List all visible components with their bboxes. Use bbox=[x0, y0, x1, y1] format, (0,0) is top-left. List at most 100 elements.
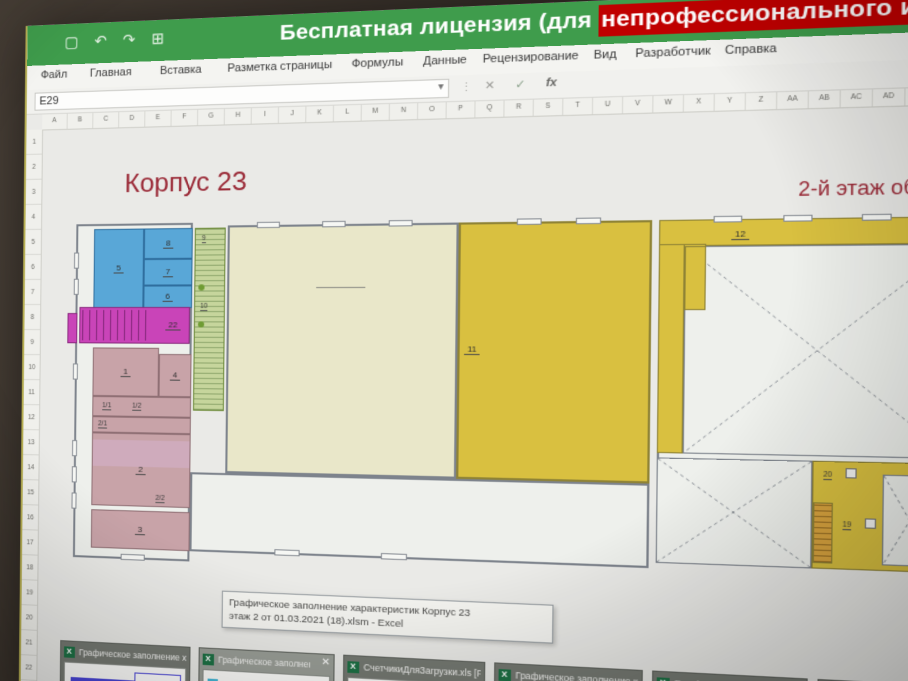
touch-mode-icon[interactable] bbox=[151, 28, 164, 51]
redo-icon[interactable] bbox=[123, 29, 136, 52]
column-header-W[interactable]: W bbox=[653, 94, 685, 113]
tab-home[interactable]: Главная bbox=[89, 66, 132, 80]
room-label: 12 bbox=[731, 228, 750, 241]
room-label: 7 bbox=[162, 267, 174, 278]
row-header-19[interactable]: 19 bbox=[21, 580, 38, 606]
row-header-5[interactable]: 5 bbox=[25, 229, 42, 255]
row-header-11[interactable]: 11 bbox=[23, 380, 40, 406]
row-header-3[interactable]: 3 bbox=[25, 179, 42, 205]
column-header-X[interactable]: X bbox=[683, 93, 715, 112]
row-header-9[interactable]: 9 bbox=[24, 330, 40, 356]
row-header-8[interactable]: 8 bbox=[24, 304, 41, 331]
row-header-1[interactable]: 1 bbox=[26, 129, 43, 155]
room-label: 5 bbox=[113, 263, 124, 274]
column-header-K[interactable]: K bbox=[306, 104, 335, 123]
row-header-20[interactable]: 20 bbox=[21, 605, 38, 631]
column-header-I[interactable]: I bbox=[251, 106, 280, 124]
cross-pattern bbox=[657, 459, 811, 568]
column-header-AA[interactable]: AA bbox=[777, 90, 809, 110]
tab-developer[interactable]: Разработчик bbox=[635, 44, 711, 61]
room-2: 2 bbox=[91, 432, 191, 509]
room-label: 11 bbox=[464, 344, 481, 356]
undo-icon[interactable] bbox=[94, 31, 107, 54]
column-header-AC[interactable]: AC bbox=[840, 88, 874, 108]
column-header-L[interactable]: L bbox=[333, 103, 362, 122]
floor-plan: 5 8 7 6 9 10 22 1 4 1/1 1/2 2/1 2 2/2 bbox=[67, 175, 908, 604]
hall-upper bbox=[682, 243, 908, 460]
column-header-O[interactable]: O bbox=[418, 101, 447, 120]
tab-formulas[interactable]: Формулы bbox=[351, 55, 404, 71]
column-header-N[interactable]: N bbox=[389, 102, 419, 120]
window-mark bbox=[71, 492, 77, 509]
window-mark bbox=[380, 552, 407, 561]
row-header-18[interactable]: 18 bbox=[21, 555, 38, 581]
column-header-P[interactable]: P bbox=[446, 100, 476, 119]
row-header-2[interactable]: 2 bbox=[25, 154, 42, 180]
preview-thumbnail[interactable] bbox=[63, 661, 187, 681]
cell-reference: E29 bbox=[39, 94, 59, 108]
stairwell-22: 22 bbox=[79, 306, 190, 344]
row-header-22[interactable]: 22 bbox=[20, 655, 37, 681]
column-header-Q[interactable]: Q bbox=[475, 99, 505, 118]
room-6: 6 bbox=[143, 285, 193, 308]
confirm-entry-icon[interactable] bbox=[515, 77, 526, 91]
row-header-14[interactable]: 14 bbox=[22, 455, 39, 481]
chevron-down-icon[interactable]: ▾ bbox=[438, 81, 444, 93]
large-cream-hall bbox=[225, 222, 459, 479]
row-header-17[interactable]: 17 bbox=[22, 530, 38, 556]
plan-symbol bbox=[864, 518, 877, 529]
room-2-2-label: 2/2 bbox=[155, 494, 165, 504]
preview-card-2[interactable]: Графическое заполнен… ✕ bbox=[197, 647, 335, 681]
row-header-21[interactable]: 21 bbox=[21, 630, 37, 656]
window-mark bbox=[71, 466, 77, 483]
save-icon[interactable] bbox=[64, 32, 78, 55]
tab-view[interactable]: Вид bbox=[593, 48, 617, 62]
tab-review[interactable]: Рецензирование bbox=[482, 49, 579, 66]
row-header-13[interactable]: 13 bbox=[23, 430, 39, 456]
column-header-E[interactable]: E bbox=[145, 109, 172, 127]
tab-file[interactable]: Файл bbox=[40, 68, 68, 82]
column-header-AB[interactable]: AB bbox=[808, 89, 841, 109]
column-header-AD[interactable]: AD bbox=[872, 87, 906, 107]
room-label: 22 bbox=[165, 320, 181, 331]
room-20-label: 20 bbox=[823, 471, 833, 481]
column-header-H[interactable]: H bbox=[224, 107, 252, 125]
column-header-D[interactable]: D bbox=[119, 110, 146, 128]
row-header-7[interactable]: 7 bbox=[24, 279, 41, 306]
column-header-M[interactable]: M bbox=[361, 102, 390, 121]
room-2-1-label: 2/1 bbox=[98, 420, 108, 429]
column-header-R[interactable]: R bbox=[504, 98, 534, 117]
column-header-U[interactable]: U bbox=[593, 95, 624, 115]
column-header-V[interactable]: V bbox=[623, 94, 654, 114]
column-header-Y[interactable]: Y bbox=[714, 92, 746, 111]
row-header-15[interactable]: 15 bbox=[22, 480, 39, 506]
row-header-16[interactable]: 16 bbox=[22, 505, 39, 531]
row-header-10[interactable]: 10 bbox=[23, 355, 40, 381]
tab-help[interactable]: Справка bbox=[724, 42, 777, 58]
column-header-T[interactable]: T bbox=[563, 96, 594, 116]
insert-function-icon[interactable]: fx bbox=[545, 76, 558, 90]
excel-icon bbox=[202, 653, 215, 665]
rooms-19-20-block: 20 19 bbox=[811, 460, 908, 574]
column-header-B[interactable]: B bbox=[67, 111, 94, 129]
column-header-S[interactable]: S bbox=[533, 97, 564, 116]
row-header-6[interactable]: 6 bbox=[24, 254, 41, 280]
column-header-J[interactable]: J bbox=[278, 105, 307, 123]
column-header-C[interactable]: C bbox=[93, 111, 120, 129]
preview-card-1[interactable]: Графическое заполнение хар… bbox=[59, 640, 191, 681]
column-header-Z[interactable]: Z bbox=[745, 91, 778, 110]
row-header-4[interactable]: 4 bbox=[25, 204, 42, 230]
room-19-label: 19 bbox=[842, 521, 852, 531]
room-2-tint bbox=[92, 439, 190, 469]
column-header-G[interactable]: G bbox=[198, 107, 225, 126]
tab-page-layout[interactable]: Разметка страницы bbox=[227, 58, 333, 75]
tab-insert[interactable]: Вставка bbox=[159, 63, 202, 78]
cancel-entry-icon[interactable] bbox=[485, 78, 495, 92]
column-header-A[interactable]: A bbox=[42, 112, 68, 130]
row-header-12[interactable]: 12 bbox=[23, 405, 40, 431]
column-header-F[interactable]: F bbox=[171, 108, 199, 126]
stair-landing-left bbox=[67, 313, 78, 344]
tab-data[interactable]: Данные bbox=[422, 53, 467, 68]
close-icon[interactable]: ✕ bbox=[321, 656, 331, 669]
room-label: 2 bbox=[135, 464, 146, 476]
